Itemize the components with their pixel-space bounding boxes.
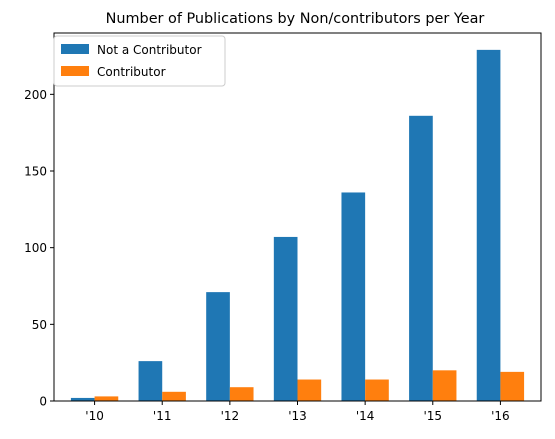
chart-title: Number of Publications by Non/contributo… (106, 11, 485, 27)
bar-contributor-10 (94, 396, 119, 401)
bar-contributor-13 (297, 379, 322, 401)
legend-frame (53, 35, 226, 87)
x-tick-label: '13 (288, 409, 307, 423)
legend-swatch-not-a-contributor (61, 44, 89, 54)
bar-contributor-11 (162, 391, 186, 401)
legend-swatch-contributor (61, 66, 89, 76)
legend-label-contributor: Contributor (97, 65, 166, 79)
bar-contributor-12 (229, 387, 254, 401)
legend: Not a Contributor Contributor (53, 35, 226, 87)
legend-label-not-a-contributor: Not a Contributor (97, 43, 202, 57)
bar-not-a-contributor-15 (409, 115, 433, 402)
bar-contributor-14 (365, 379, 389, 401)
axes-layer: 0 50 100 150 200 '10 '11 '12 '13 '14 '15 '16 (24, 32, 542, 423)
y-tick-label: 200 (24, 88, 47, 102)
bar-not-a-contributor-12 (206, 292, 230, 401)
bar-not-a-contributor-14 (341, 192, 366, 401)
x-tick-label: '16 (491, 409, 510, 423)
x-tick-label: '10 (85, 409, 104, 423)
x-tick-label: '14 (356, 409, 375, 423)
y-tick-label: 100 (24, 241, 47, 255)
bar-not-a-contributor-16 (476, 49, 501, 402)
bar-contributor-16 (500, 371, 525, 401)
y-tick-label: 150 (24, 165, 47, 179)
bar-contributor-15 (432, 370, 457, 401)
y-tick-label: 0 (39, 395, 47, 409)
y-tick-label: 50 (32, 318, 47, 332)
bar-not-a-contributor-11 (138, 361, 163, 401)
x-tick-label: '12 (221, 409, 240, 423)
bar-not-a-contributor-13 (273, 236, 298, 401)
x-tick-label: '11 (153, 409, 172, 423)
x-tick-label: '15 (423, 409, 442, 423)
bars-layer (70, 49, 525, 402)
bar-not-a-contributor-10 (70, 397, 95, 401)
